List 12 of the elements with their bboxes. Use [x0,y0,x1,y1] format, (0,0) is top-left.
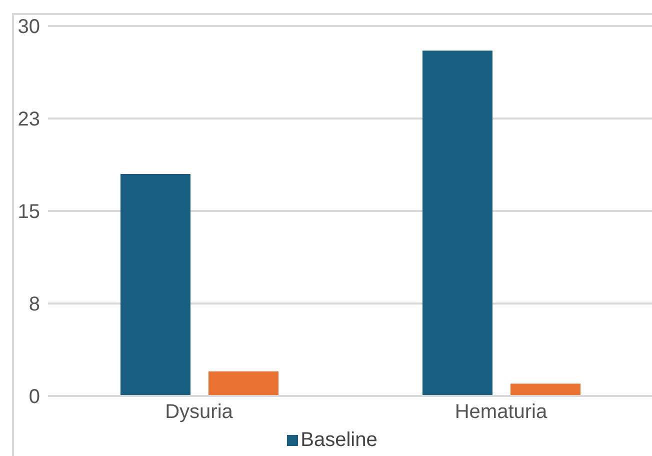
x-tick-label: Dysuria [165,401,234,424]
y-tick-label: 15 [18,201,40,224]
bar [510,384,580,396]
y-tick-label: 23 [18,108,40,131]
bar [120,174,190,396]
y-tick-label: 0 [28,386,40,408]
y-tick-label: 30 [18,16,40,38]
legend-label: Baseline [300,429,378,451]
bar [422,50,492,396]
y-tick-label: 8 [28,294,40,316]
bar [208,371,278,396]
x-tick-label: Hematuria [454,401,548,424]
